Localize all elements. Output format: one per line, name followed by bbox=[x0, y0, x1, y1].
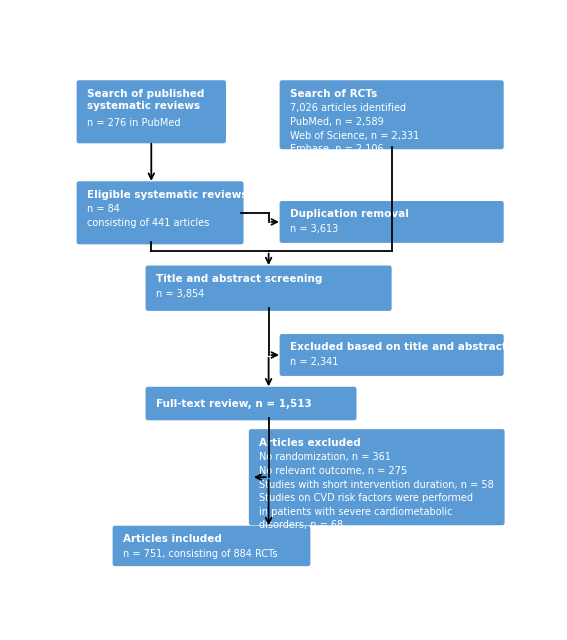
Text: Search of published
systematic reviews: Search of published systematic reviews bbox=[87, 88, 204, 111]
Text: 7,026 articles identified
PubMed, n = 2,589
Web of Science, n = 2,331
Embase, n : 7,026 articles identified PubMed, n = 2,… bbox=[290, 104, 419, 154]
Text: Excluded based on title and abstract: Excluded based on title and abstract bbox=[290, 342, 507, 353]
FancyBboxPatch shape bbox=[77, 181, 244, 244]
Text: n = 2,341: n = 2,341 bbox=[290, 357, 338, 367]
FancyBboxPatch shape bbox=[146, 266, 392, 311]
Text: No randomization, n = 361
No relevant outcome, n = 275
Studies with short interv: No randomization, n = 361 No relevant ou… bbox=[259, 452, 494, 531]
Text: Title and abstract screening: Title and abstract screening bbox=[156, 274, 322, 284]
Text: Articles excluded: Articles excluded bbox=[259, 438, 361, 447]
FancyBboxPatch shape bbox=[77, 80, 226, 143]
FancyBboxPatch shape bbox=[146, 387, 357, 420]
Text: n = 84
consisting of 441 articles: n = 84 consisting of 441 articles bbox=[87, 204, 209, 228]
FancyBboxPatch shape bbox=[280, 334, 503, 376]
FancyBboxPatch shape bbox=[280, 80, 503, 149]
Text: n = 3,613: n = 3,613 bbox=[290, 224, 338, 234]
Text: Search of RCTs: Search of RCTs bbox=[290, 88, 377, 99]
Text: Duplication removal: Duplication removal bbox=[290, 209, 409, 220]
FancyBboxPatch shape bbox=[113, 525, 310, 566]
FancyBboxPatch shape bbox=[280, 201, 503, 243]
FancyBboxPatch shape bbox=[249, 429, 505, 525]
Text: n = 276 in PubMed: n = 276 in PubMed bbox=[87, 118, 180, 128]
Text: n = 3,854: n = 3,854 bbox=[156, 289, 204, 299]
Text: n = 751, consisting of 884 RCTs: n = 751, consisting of 884 RCTs bbox=[122, 549, 277, 559]
Text: Full-text review, n = 1,513: Full-text review, n = 1,513 bbox=[156, 399, 311, 408]
Text: Articles included: Articles included bbox=[122, 534, 222, 544]
Text: Eligible systematic reviews: Eligible systematic reviews bbox=[87, 189, 247, 200]
